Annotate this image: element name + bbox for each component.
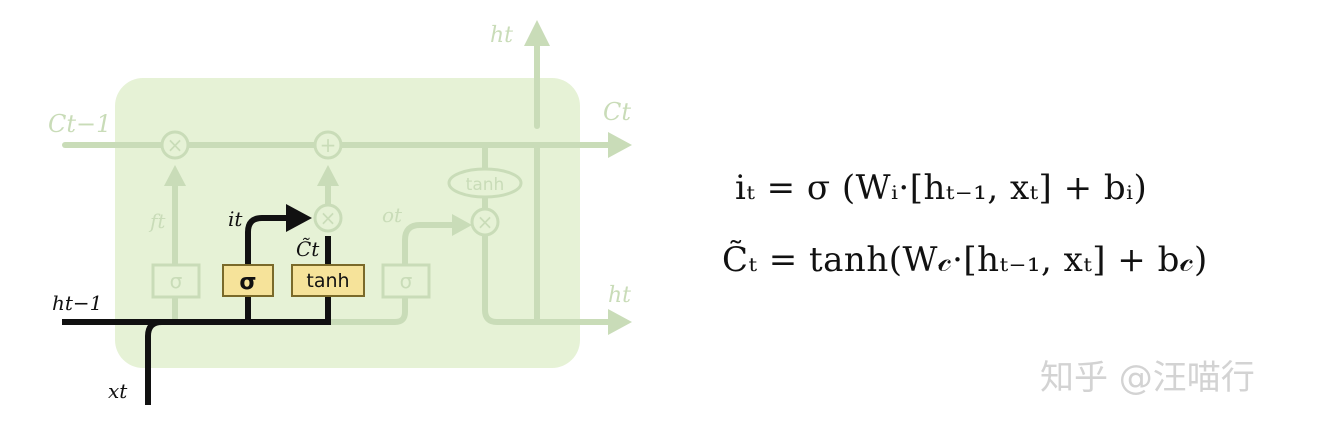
input-tanh-gate [291,264,365,297]
active-paths [62,215,331,405]
equation-input-gate: iₜ = σ (Wᵢ·[hₜ₋₁, xₜ] + bᵢ) [735,168,1148,208]
faded-ops [160,130,500,237]
input-sigma-label: σ [239,270,256,295]
arrow-it-right[interactable] [286,204,312,232]
faded-arrowheads [164,20,632,335]
output-tanh-ellipse [447,167,523,199]
label-h-prev: ht−1 [52,291,102,315]
output-multiply-node [470,207,500,237]
output-sigma-box [381,263,431,299]
arrow-ht-up [524,20,550,46]
label-x-t: xt [108,379,128,403]
label-o-t: ot [382,203,403,227]
label-c-next: Ct [603,98,631,126]
forget-sigma-label: σ [170,269,183,293]
label-f-t: ft [148,209,166,233]
input-multiply-symbol: × [320,206,337,230]
output-multiply-symbol: × [477,210,494,234]
input-multiply-node [313,203,343,233]
arrow-forget-up [164,165,186,186]
label-h-top: ht [490,23,513,48]
cell-add-node [313,130,343,160]
label-h-right: ht [608,283,631,308]
output-sigma-label: σ [400,269,413,293]
label-c-prev: Ct−1 [48,110,111,138]
zhihu-watermark: 知乎 @汪喵行 [1040,358,1255,398]
label-c-tilde: C̃t [296,237,320,261]
arrow-ht-right [608,309,632,335]
forget-sigma-box [151,263,201,299]
input-sigma-gate [222,264,274,297]
arrow-ct-right [608,132,632,158]
arrow-ot-right [452,214,472,236]
cell-add-symbol: + [320,133,337,157]
arrow-add-up [317,165,339,186]
forget-multiply-node [160,130,190,160]
label-i-t: it [228,207,243,231]
input-tanh-label: tanh [306,270,349,292]
output-tanh-label: tanh [466,175,505,195]
forget-multiply-symbol: × [167,133,184,157]
equation-candidate: C̃ₜ = tanh(W𝒸·[hₜ₋₁, xₜ] + b𝒸) [722,240,1208,280]
